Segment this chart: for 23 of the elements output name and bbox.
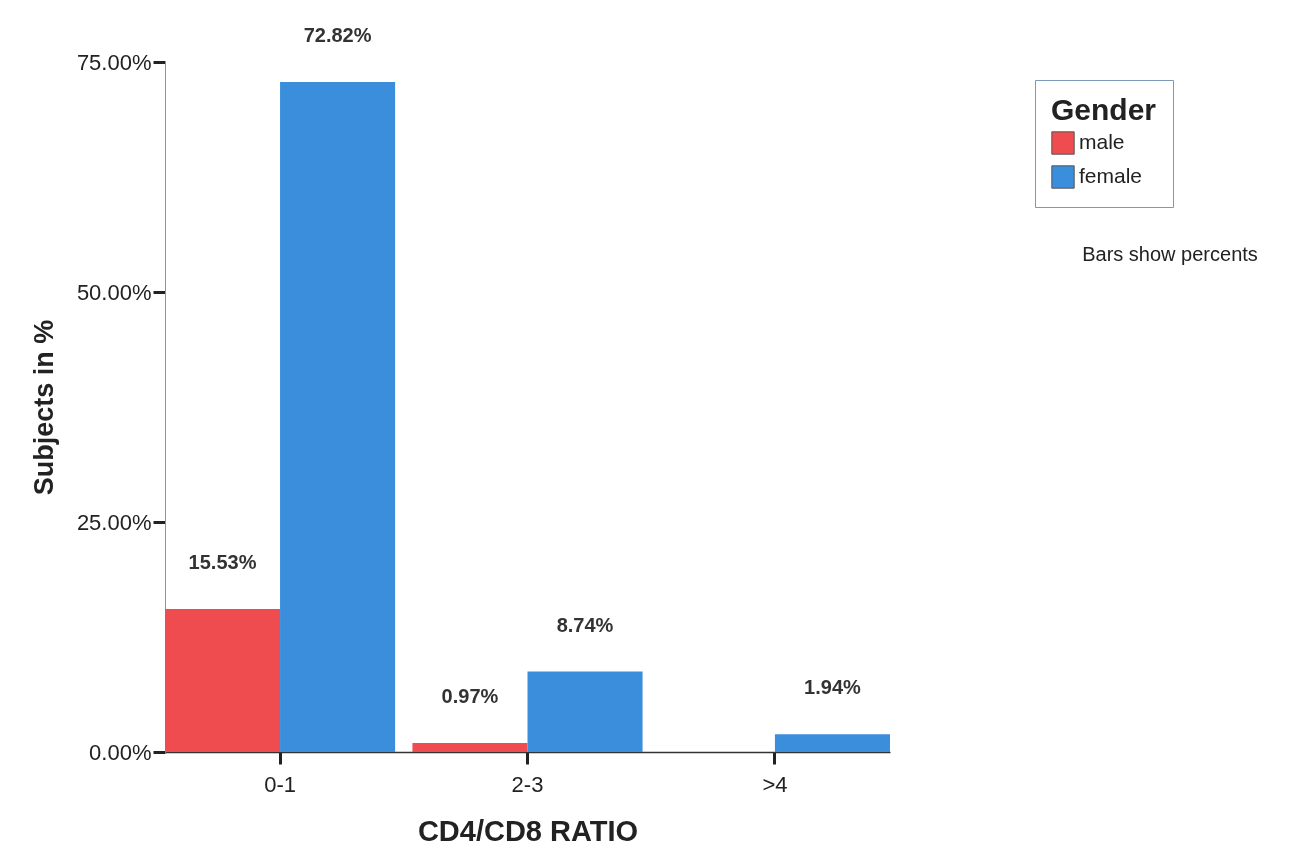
x-tick-label: 2-3 xyxy=(511,771,544,797)
data-label: 1.94% xyxy=(804,676,862,699)
data-label: 8.74% xyxy=(556,613,614,636)
x-axis-title: CD4/CD8 RATIO xyxy=(417,814,639,847)
bar xyxy=(165,609,281,752)
legend-label: male xyxy=(1079,130,1125,153)
y-tick-label: 75.00% xyxy=(76,49,152,75)
text: Bars show percents xyxy=(1082,243,1258,265)
bar xyxy=(412,743,528,752)
bar xyxy=(774,734,890,752)
bar xyxy=(527,671,643,752)
y-tick-label: 25.00% xyxy=(76,509,152,535)
data-label: 72.82% xyxy=(303,24,372,47)
y-tick-label: 50.00% xyxy=(76,279,152,305)
bar xyxy=(280,82,396,752)
legend-title: Gender xyxy=(1051,93,1157,126)
y-tick-label: 0.00% xyxy=(89,739,152,765)
legend-label: female xyxy=(1079,164,1143,187)
x-tick-label: 0-1 xyxy=(264,771,296,797)
x-tick-label: >4 xyxy=(762,771,788,797)
data-label: 15.53% xyxy=(188,551,257,574)
data-label: 0.97% xyxy=(441,685,499,708)
y-axis-title: Subjects in % xyxy=(28,319,59,496)
